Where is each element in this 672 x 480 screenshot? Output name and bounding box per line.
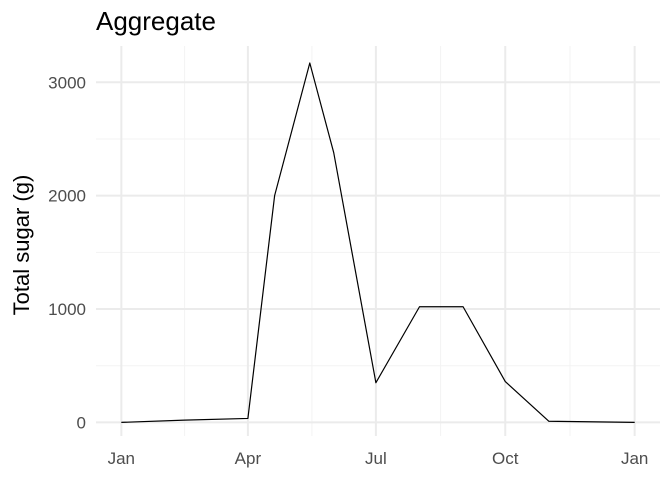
series-line: [121, 62, 635, 423]
y-tick-label: 1000: [48, 300, 86, 319]
y-tick-label: 0: [77, 413, 86, 432]
x-tick-label: Apr: [235, 449, 262, 468]
y-tick-label: 2000: [48, 187, 86, 206]
chart-title: Aggregate: [96, 6, 216, 36]
x-tick-label: Jan: [621, 449, 648, 468]
x-tick-label: Jan: [108, 449, 135, 468]
x-tick-label: Jul: [365, 449, 387, 468]
x-tick-label: Oct: [492, 449, 519, 468]
y-tick-label: 3000: [48, 73, 86, 92]
